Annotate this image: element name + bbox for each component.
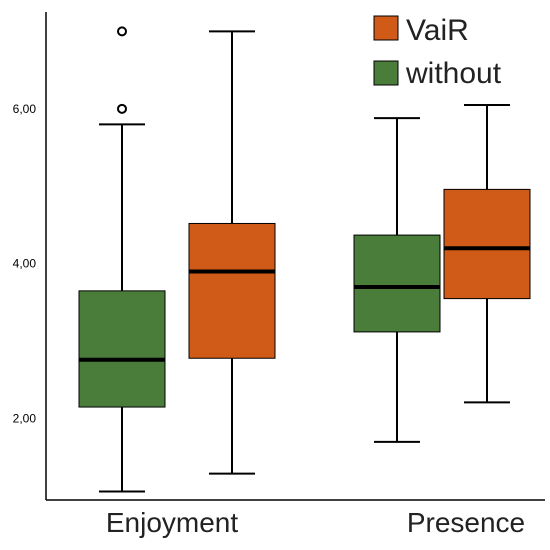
outlier-point-without-enjoyment-1 xyxy=(117,26,127,37)
y-ticks: 2,00 4,00 6,00 xyxy=(13,102,37,426)
x-category-label-enjoyment: Enjoyment xyxy=(106,507,239,538)
iqr-box-vair-presence xyxy=(443,188,531,300)
x-category-labels: Enjoyment Presence xyxy=(106,507,525,538)
legend-label-vair: VaiR xyxy=(406,14,469,47)
box-vair-presence xyxy=(443,103,531,404)
iqr-box-vair-enjoyment xyxy=(188,222,276,359)
iqr-box-without-presence xyxy=(353,234,441,333)
legend-swatch-vair xyxy=(373,15,399,41)
box-vair-enjoyment xyxy=(188,30,276,475)
box-series-group xyxy=(78,26,531,493)
iqr-box-without-enjoyment xyxy=(78,290,166,408)
axes xyxy=(45,12,545,501)
box-without-presence xyxy=(353,117,441,443)
box-without-enjoyment xyxy=(78,26,166,493)
legend: VaiR without xyxy=(373,14,502,90)
x-category-label-presence: Presence xyxy=(407,507,525,538)
y-tick-label-6: 6,00 xyxy=(13,102,37,116)
y-tick-label-4: 4,00 xyxy=(13,257,37,271)
legend-label-without: without xyxy=(405,57,502,90)
legend-swatch-without xyxy=(373,60,399,86)
outlier-point-without-enjoyment-0 xyxy=(117,103,127,114)
y-tick-label-2: 2,00 xyxy=(13,412,37,426)
